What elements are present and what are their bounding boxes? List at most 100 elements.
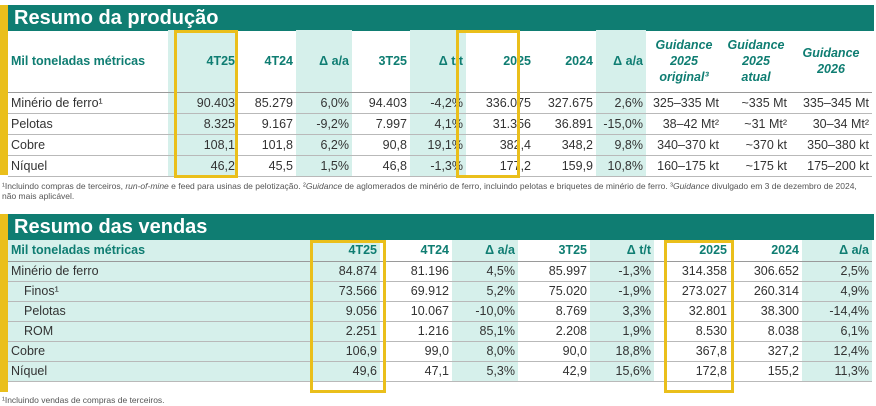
table-cell: 1.216 xyxy=(417,324,449,338)
row-label: Pelotas xyxy=(11,116,53,131)
table-cell: 8.038 xyxy=(767,324,799,338)
row-label: Cobre xyxy=(11,137,46,152)
footnote-text: Guidance xyxy=(672,181,710,191)
table-cell: 160–175 kt xyxy=(657,158,719,173)
guidance-2026-line: 2026 xyxy=(817,61,845,76)
table-cell: 18,8% xyxy=(590,341,654,361)
guidance-current-line: 2025 xyxy=(742,53,770,68)
table-cell: 2.208 xyxy=(555,324,587,338)
table-cell: 9.056 xyxy=(308,301,380,321)
production-table: Mil toneladas métricas 4T25 4T24 Δ a/a 3… xyxy=(8,30,872,177)
table-cell: 85.279 xyxy=(254,95,293,110)
table-cell: 4,1% xyxy=(410,113,466,134)
footnote-text: run-of-mine xyxy=(125,181,169,191)
col-header: 2024 xyxy=(565,53,593,68)
table-cell: 69.912 xyxy=(410,284,449,298)
table-cell: 19,1% xyxy=(410,134,466,155)
table-cell: 159,9 xyxy=(561,158,593,173)
table-cell: 4,5% xyxy=(452,261,518,281)
table-cell: 46,2 xyxy=(168,155,238,176)
table-cell: -15,0% xyxy=(596,113,646,134)
table-cell: -9,2% xyxy=(296,113,352,134)
sales-row: Pelotas 9.056 10.067 -10,0% 8.769 3,3% 32.801 3… xyxy=(8,301,872,321)
table-cell: 10,8% xyxy=(596,155,646,176)
col-header: Δ a/a xyxy=(296,30,352,92)
table-cell: 85,1% xyxy=(452,321,518,341)
footnote-text: e feed para usinas de pelotização. ² xyxy=(168,181,306,191)
guidance-original-line: original³ xyxy=(659,69,709,84)
table-cell: 94.403 xyxy=(368,95,407,110)
sales-row: Cobre 106,9 99,0 8,0% 90,0 18,8% 367,8 327,2 12,… xyxy=(8,341,872,361)
table-cell: 1,9% xyxy=(590,321,654,341)
table-cell: 348,2 xyxy=(561,137,593,152)
guidance-current-line: Guidance xyxy=(727,37,785,52)
table-cell: 99,0 xyxy=(424,344,449,358)
row-label: Cobre xyxy=(8,341,308,361)
col-header: Δ a/a xyxy=(596,30,646,92)
table-cell: 8,0% xyxy=(452,341,518,361)
production-title: Resumo da produção xyxy=(8,5,874,31)
table-cell: 108,1 xyxy=(168,134,238,155)
table-cell: 90,0 xyxy=(562,344,587,358)
col-header: 2025 xyxy=(503,53,531,68)
row-label: Níquel xyxy=(8,361,308,381)
table-cell: 5,3% xyxy=(452,361,518,381)
table-cell: 49,6 xyxy=(308,361,380,381)
production-row: Pelotas 8.325 9.167 -9,2% 7.997 4,1% 31.356 36.… xyxy=(8,113,872,134)
row-label: Minério de ferro xyxy=(8,261,308,281)
table-cell: 12,4% xyxy=(802,341,872,361)
table-cell: 38–42 Mt² xyxy=(662,116,719,131)
table-cell: 45,5 xyxy=(268,158,293,173)
col-header-guidance-original: Guidance 2025 original³ xyxy=(646,30,722,92)
table-cell: 175–200 kt xyxy=(807,158,869,173)
table-cell: 172,8 xyxy=(695,364,727,378)
col-header-guidance-2026: Guidance 2026 xyxy=(790,30,872,92)
production-row: Cobre 108,1 101,8 6,2% 90,8 19,1% 382,4 348,2 9,… xyxy=(8,134,872,155)
sales-header-row: Mil toneladas métricas 4T25 4T24 Δ a/a 3… xyxy=(8,240,872,261)
col-header: 4T25 xyxy=(168,30,238,92)
col-header: 4T24 xyxy=(420,243,450,258)
sales-footnote: ¹Incluindo vendas de compras de terceiro… xyxy=(2,395,165,405)
table-cell: -4,2% xyxy=(410,92,466,113)
table-cell: -14,4% xyxy=(802,301,872,321)
table-cell: 4,9% xyxy=(802,281,872,301)
sales-accent-bar xyxy=(0,214,8,392)
table-cell: 15,6% xyxy=(590,361,654,381)
table-cell: 177,2 xyxy=(499,158,531,173)
table-cell: 7.997 xyxy=(375,116,407,131)
col-header: 3T25 xyxy=(378,53,408,68)
table-cell: 84.874 xyxy=(308,261,380,281)
table-cell: 90.403 xyxy=(168,92,238,113)
table-cell: 85.997 xyxy=(548,264,587,278)
table-cell: 2,5% xyxy=(802,261,872,281)
col-header: 2024 xyxy=(771,243,799,258)
table-cell: ~175 kt xyxy=(745,158,787,173)
table-cell: -1,3% xyxy=(590,261,654,281)
table-cell: 36.891 xyxy=(554,116,593,131)
col-header: 3T25 xyxy=(558,243,588,258)
sales-row: Níquel 49,6 47,1 5,3% 42,9 15,6% 172,8 155,2 11,… xyxy=(8,361,872,381)
table-cell: 3,3% xyxy=(590,301,654,321)
table-cell: 155,2 xyxy=(767,364,799,378)
table-cell: 38.300 xyxy=(760,304,799,318)
sales-row: Minério de ferro 84.874 81.196 4,5% 85.997 -1… xyxy=(8,261,872,281)
sales-table: Mil toneladas métricas 4T25 4T24 Δ a/a 3… xyxy=(8,240,872,382)
table-cell: -10,0% xyxy=(452,301,518,321)
guidance-2026-line: Guidance xyxy=(802,45,860,60)
table-cell: 350–380 kt xyxy=(807,137,869,152)
table-cell: 8.769 xyxy=(555,304,587,318)
table-cell: -1,3% xyxy=(410,155,466,176)
guidance-current-line: atual xyxy=(741,69,771,84)
table-cell: 314.358 xyxy=(681,264,727,278)
table-cell: 335–345 Mt xyxy=(802,95,869,110)
table-cell: 75.020 xyxy=(548,284,587,298)
table-cell: 106,9 xyxy=(308,341,380,361)
table-cell: 336.075 xyxy=(485,95,531,110)
table-cell: 306.652 xyxy=(753,264,799,278)
col-header: 4T24 xyxy=(264,53,294,68)
table-cell: 260.314 xyxy=(753,284,799,298)
footnote-text: Guidance xyxy=(305,181,343,191)
production-header-row: Mil toneladas métricas 4T25 4T24 Δ a/a 3… xyxy=(8,30,872,92)
table-cell: 367,8 xyxy=(695,344,727,358)
table-cell: ~335 Mt xyxy=(741,95,787,110)
